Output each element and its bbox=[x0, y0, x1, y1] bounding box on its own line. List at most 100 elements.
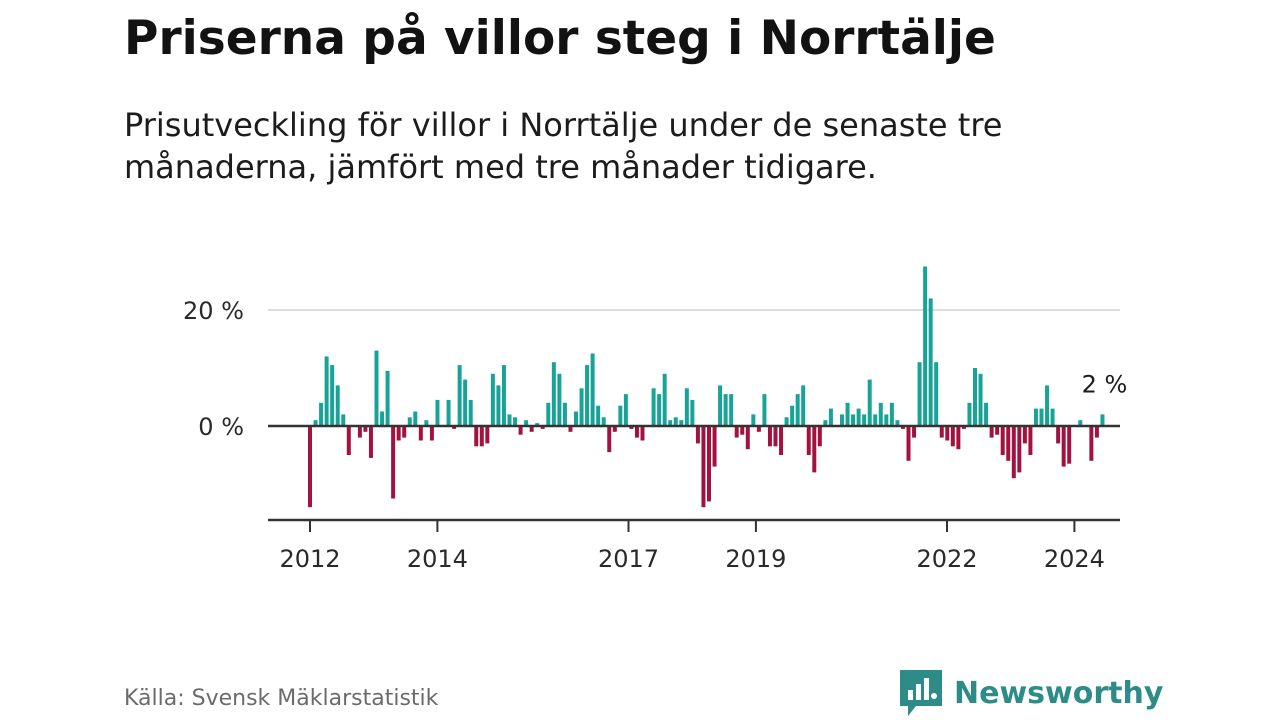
bar bbox=[629, 426, 634, 429]
bar bbox=[1094, 426, 1099, 438]
bar bbox=[1033, 408, 1038, 426]
axes bbox=[268, 424, 1120, 532]
bar bbox=[335, 385, 340, 426]
bar bbox=[341, 414, 346, 426]
bar bbox=[806, 426, 811, 455]
bar bbox=[540, 426, 545, 429]
bar bbox=[900, 426, 905, 429]
bar bbox=[712, 426, 717, 467]
bar bbox=[501, 365, 506, 426]
bar bbox=[562, 402, 567, 426]
bar bbox=[928, 298, 933, 426]
bar bbox=[751, 414, 756, 426]
bar bbox=[529, 426, 534, 432]
bar bbox=[856, 408, 861, 426]
bar bbox=[828, 408, 833, 426]
bar bbox=[989, 426, 994, 438]
bar bbox=[884, 414, 889, 426]
x-tick-label: 2019 bbox=[725, 545, 786, 573]
bar bbox=[845, 402, 850, 426]
bar bbox=[446, 399, 451, 426]
bar bbox=[723, 394, 728, 426]
bar bbox=[756, 426, 761, 432]
bar bbox=[612, 426, 617, 432]
bar bbox=[745, 426, 750, 450]
bar bbox=[601, 417, 606, 426]
bar bbox=[679, 420, 684, 426]
bar bbox=[1006, 426, 1011, 461]
bar bbox=[984, 402, 989, 426]
chart-subtitle: Prisutveckling för villor i Norrtälje un… bbox=[124, 106, 1003, 186]
bar bbox=[895, 420, 900, 426]
bar bbox=[950, 426, 955, 447]
bar bbox=[690, 399, 695, 426]
bar bbox=[574, 411, 578, 426]
bar bbox=[878, 402, 883, 426]
bar bbox=[729, 394, 734, 426]
bar bbox=[546, 402, 551, 426]
brand-logo-block[interactable]: Newsworthy bbox=[900, 670, 1163, 716]
bar bbox=[934, 362, 939, 426]
bar bbox=[424, 420, 429, 426]
bar bbox=[363, 426, 368, 432]
bar bbox=[945, 426, 950, 441]
bar bbox=[684, 388, 689, 426]
bar bbox=[1017, 426, 1022, 473]
bar-chart: 0 % 20 % 2012 2014 2017 2019 2022 2024 2 % bbox=[183, 266, 1128, 573]
bar bbox=[308, 426, 312, 508]
bar bbox=[790, 405, 795, 426]
bar bbox=[496, 385, 501, 426]
bar bbox=[1050, 408, 1055, 426]
bar bbox=[513, 417, 518, 426]
bar bbox=[551, 362, 556, 426]
bar bbox=[740, 426, 745, 435]
bar bbox=[479, 426, 484, 447]
bar bbox=[1039, 408, 1044, 426]
bar bbox=[557, 373, 562, 426]
x-tick-label: 2024 bbox=[1044, 545, 1105, 573]
bar bbox=[779, 426, 784, 455]
bar bbox=[801, 385, 806, 426]
bar bbox=[463, 379, 468, 426]
bar bbox=[579, 388, 584, 426]
bar bbox=[596, 405, 601, 426]
bar bbox=[961, 426, 966, 429]
bar bbox=[1061, 426, 1066, 467]
bar bbox=[867, 379, 872, 426]
bar bbox=[623, 394, 628, 426]
bar bbox=[385, 370, 390, 426]
bar bbox=[485, 426, 490, 444]
bar bbox=[662, 373, 667, 426]
bar bbox=[701, 426, 706, 508]
bar bbox=[784, 417, 789, 426]
y-tick-label: 20 % bbox=[183, 297, 244, 325]
bar bbox=[851, 414, 856, 426]
bar bbox=[313, 420, 318, 426]
bar bbox=[518, 426, 523, 435]
bar bbox=[324, 356, 329, 426]
bar bbox=[346, 426, 351, 455]
newsworthy-logo-icon bbox=[900, 670, 942, 716]
bar bbox=[535, 423, 540, 426]
source-text: Källa: Svensk Mäklarstatistik bbox=[124, 686, 439, 711]
bar bbox=[374, 350, 379, 426]
bar bbox=[823, 420, 828, 426]
bar bbox=[1100, 414, 1105, 426]
bar bbox=[862, 414, 867, 426]
bar bbox=[474, 426, 479, 447]
bar bbox=[673, 417, 678, 426]
bar bbox=[873, 414, 878, 426]
bar bbox=[319, 402, 324, 426]
bar bbox=[357, 426, 362, 438]
bar bbox=[413, 411, 418, 426]
bar bbox=[457, 365, 462, 426]
bars bbox=[308, 266, 1105, 508]
bar bbox=[1067, 426, 1072, 464]
last-value-annotation: 2 % bbox=[1082, 370, 1128, 398]
bar bbox=[695, 426, 700, 444]
bar bbox=[840, 414, 844, 426]
bar bbox=[435, 399, 440, 426]
bar bbox=[718, 385, 723, 426]
bar bbox=[812, 426, 817, 473]
bar bbox=[618, 405, 623, 426]
